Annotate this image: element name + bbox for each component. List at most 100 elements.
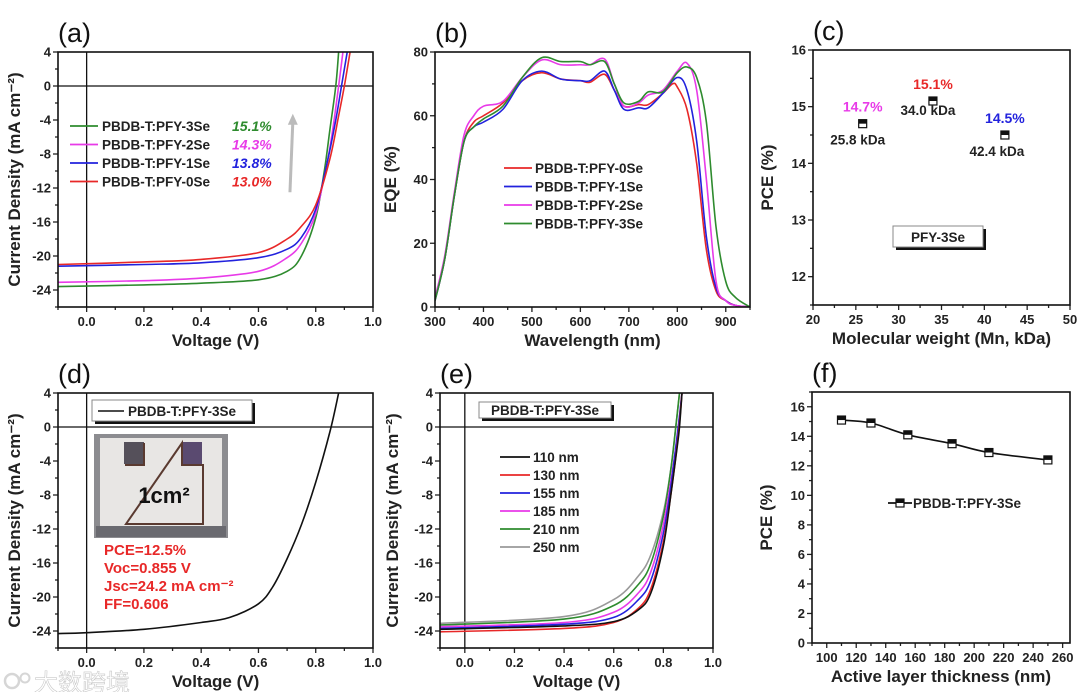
device-photo-inset: 1cm² [94, 434, 228, 538]
x-tick-label: 0.6 [249, 655, 267, 670]
x-tick-label: 1.0 [704, 655, 722, 670]
y-tick-label: 8 [798, 517, 805, 532]
legend-label: PBDB-T:PFY-3Se [128, 404, 237, 419]
x-tick-label: 100 [816, 650, 838, 665]
y-tick-label: -20 [32, 249, 51, 264]
plot-frame [439, 392, 714, 649]
x-tick-label: 0.0 [456, 655, 474, 670]
legend-label: PBDB-T:PFY-3Se [913, 496, 1022, 511]
x-tick-label: 0.0 [78, 314, 96, 329]
x-tick-label: 45 [1020, 312, 1034, 327]
x-tick-label: 30 [891, 312, 905, 327]
y-tick-label: -20 [32, 590, 51, 605]
x-tick-label: 220 [993, 650, 1015, 665]
pce-label: 14.5% [985, 110, 1025, 126]
y-axis-title: EQE (%) [381, 146, 400, 213]
data-marker-fill [903, 430, 912, 435]
y-tick-label: -16 [32, 556, 51, 571]
panel-b: (b) 300 400 500 600 700 800 900 0 20 40 60 80 Wavelen… [381, 18, 751, 350]
x-tick-label: 240 [1022, 650, 1044, 665]
legend-box [892, 225, 984, 248]
plot-frame [57, 51, 374, 308]
y-axis-title: PCE (%) [758, 144, 777, 210]
legend-pce: 15.1% [232, 118, 272, 134]
data-point-fill [928, 97, 937, 101]
x-tick-label: 160 [904, 650, 926, 665]
y-tick-label: -4 [39, 454, 51, 469]
y-tick-label: -8 [39, 147, 51, 162]
data-marker-fill [984, 448, 993, 453]
y-tick-label: 0 [421, 300, 428, 315]
x-tick-label: 1.0 [364, 655, 382, 670]
series-group [58, 393, 340, 635]
y-tick-label: 10 [791, 488, 805, 503]
y-tick-label: 60 [414, 108, 428, 123]
data-marker-fill [948, 439, 957, 444]
panel-d: (d) 0.0 0.2 0.4 0.6 0.8 1.0 4 0 -4 -8 -12 -16 -20 -24 V… [5, 359, 382, 691]
legend-label: 130 nm [533, 468, 580, 483]
x-tick-label: 800 [666, 314, 688, 329]
legend-label: 155 nm [533, 486, 580, 501]
watermark-logo-icon [3, 672, 21, 690]
plot-frame [434, 51, 751, 308]
molecular-weight-label: 34.0 kDa [901, 103, 956, 118]
y-tick-label: -4 [39, 113, 51, 128]
legend-label: 210 nm [533, 522, 580, 537]
panel-a: (a) 0.0 0.2 0.4 0.6 0.8 1.0 4 0 -4 -8 -12 -16 -20 -24 V… [5, 18, 382, 350]
x-axis-title: Voltage (V) [172, 672, 260, 691]
plot-frame [812, 49, 1071, 306]
y-tick-label: -12 [32, 181, 51, 196]
legend-label: PBDB-T:PFY-2Se [102, 138, 211, 153]
legend-marker-fill [896, 499, 904, 503]
y-tick-label: 12 [792, 269, 806, 284]
series-group [435, 56, 750, 307]
x-tick-label: 0.2 [505, 655, 523, 670]
device-metric: Voc=0.855 V [104, 560, 191, 577]
x-axis-title: Voltage (V) [172, 331, 260, 350]
x-tick-label: 700 [618, 314, 640, 329]
plot-frame [57, 392, 374, 649]
y-tick-label: 0 [44, 420, 51, 435]
x-axis-title: Active layer thickness (nm) [831, 667, 1051, 686]
pce-label: 15.1% [913, 76, 953, 92]
panel-label: (a) [58, 18, 91, 48]
x-tick-label: 140 [875, 650, 897, 665]
x-tick-label: 40 [977, 312, 991, 327]
legend-label: 250 nm [533, 540, 580, 555]
y-tick-label: 15 [792, 99, 806, 114]
legend-label: PBDB-T:PFY-2Se [535, 198, 644, 213]
legend-label: PBDB-T:PFY-1Se [102, 156, 211, 171]
x-tick-label: 1.0 [364, 314, 382, 329]
watermark-logo-icon [19, 672, 31, 684]
y-tick-label: 80 [414, 45, 428, 60]
y-tick-label: 40 [414, 172, 428, 187]
x-tick-label: 20 [806, 312, 820, 327]
x-tick-label: 260 [1052, 650, 1074, 665]
x-tick-label: 50 [1063, 312, 1077, 327]
y-tick-label: 4 [426, 386, 434, 401]
y-tick-label: 4 [44, 386, 52, 401]
panel-label: (e) [440, 359, 473, 389]
panel-label: (c) [813, 16, 844, 46]
legend-box [91, 399, 253, 422]
y-tick-label: 20 [414, 236, 428, 251]
pce-label: 14.7% [843, 99, 883, 115]
device-metric: Jsc=24.2 mA cm⁻² [104, 578, 234, 595]
y-tick-label: 4 [44, 45, 52, 60]
y-tick-label: -24 [32, 283, 52, 298]
x-tick-label: 0.8 [307, 655, 325, 670]
series-group [440, 393, 683, 633]
y-tick-label: 0 [44, 79, 51, 94]
legend-label: PBDB-T:PFY-3Se [535, 217, 644, 232]
device-metric: FF=0.606 [104, 596, 169, 613]
y-tick-label: -8 [421, 488, 433, 503]
data-marker-fill [837, 416, 846, 421]
trend-arrow [288, 121, 295, 193]
x-axis-title: Molecular weight (Mn, kDa) [832, 329, 1051, 348]
y-tick-label: 2 [798, 606, 805, 621]
watermark-text: 大数跨境 [34, 670, 130, 692]
series-line-155-nm [440, 393, 683, 630]
legend-label: PBDB-T:PFY-0Se [535, 161, 644, 176]
watermark: 大数跨境 [3, 670, 130, 692]
